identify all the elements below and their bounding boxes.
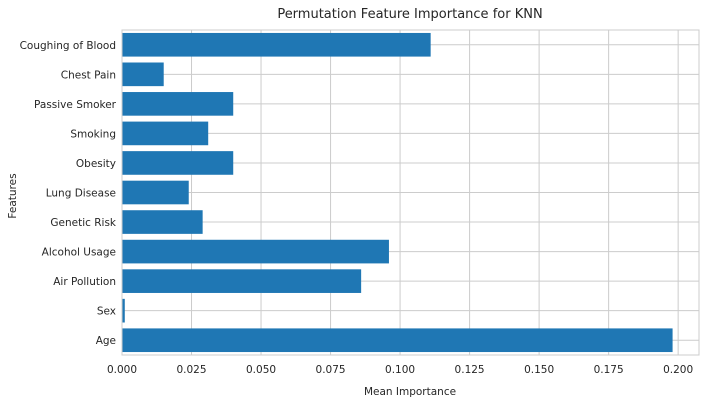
y-tick-label: Genetic Risk — [50, 217, 117, 229]
bar-smoking — [122, 121, 209, 146]
plot-frame — [121, 29, 700, 356]
y-tick-label: Age — [96, 335, 116, 347]
y-tick-label: Sex — [97, 306, 116, 318]
y-tick-label: Coughing of Blood — [20, 40, 116, 52]
x-tick-label: 0.125 — [455, 364, 485, 376]
x-tick-label: 0.075 — [316, 364, 346, 376]
y-tick-label: Smoking — [70, 128, 116, 140]
bar-air-pollution — [122, 269, 362, 293]
x-tick-label: 0.050 — [246, 364, 276, 376]
bar-passive-smoker — [122, 92, 234, 116]
bar-alcohol-usage — [122, 239, 389, 264]
bar-genetic-risk — [122, 210, 203, 234]
chart-title: Permutation Feature Importance for KNN — [277, 7, 542, 22]
bar-lung-disease — [122, 180, 189, 205]
x-tick-label: 0.100 — [385, 364, 415, 376]
y-tick-label: Alcohol Usage — [42, 247, 116, 259]
x-tick-label: 0.150 — [524, 364, 554, 376]
bar-obesity — [122, 151, 234, 175]
y-tick-label: Lung Disease — [46, 188, 116, 200]
y-tick-label: Obesity — [76, 158, 116, 170]
y-tick-label: Passive Smoker — [34, 99, 117, 111]
y-tick-label: Air Pollution — [53, 276, 116, 288]
x-axis-label: Mean Importance — [364, 386, 456, 398]
bar-coughing-of-blood — [122, 32, 431, 57]
bar-chest-pain — [122, 62, 164, 87]
bar-age — [122, 328, 673, 353]
y-axis-label: Features — [7, 173, 19, 218]
x-tick-label: 0.200 — [663, 364, 693, 376]
x-tick-label: 0.000 — [107, 364, 137, 376]
y-tick-label: Chest Pain — [61, 69, 116, 81]
plot-area: 0.000 0.025 0.050 0.075 0.100 0.125 0.150 0.175… — [20, 29, 700, 376]
bar-sex — [122, 298, 125, 323]
x-tick-label: 0.025 — [176, 364, 206, 376]
x-tick-label: 0.175 — [594, 364, 624, 376]
